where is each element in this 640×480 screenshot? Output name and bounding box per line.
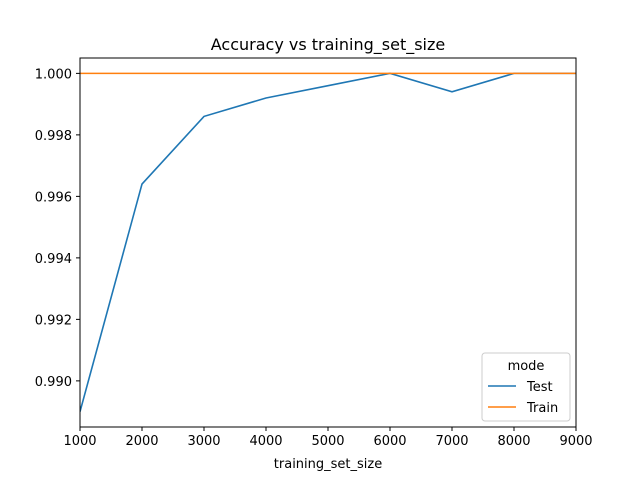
y-tick-label: 0.996	[35, 190, 72, 205]
y-tick-label: 0.994	[35, 252, 72, 267]
series-line-test	[80, 72, 576, 412]
legend-label-test: Test	[526, 380, 553, 395]
legend: mode Test Train	[481, 352, 571, 422]
x-axis: 1000 2000 3000 4000 5000 6000 7000 8000 9000	[63, 427, 593, 449]
series-layer	[80, 72, 576, 412]
x-tick-label: 2000	[125, 434, 158, 449]
legend-box	[481, 352, 571, 422]
chart-title: Accuracy vs training_set_size	[211, 35, 445, 55]
legend-entries: Test Train	[488, 380, 558, 416]
x-tick-label: 8000	[497, 434, 530, 449]
y-tick-label: 0.990	[35, 375, 72, 390]
x-tick-label: 1000	[63, 434, 96, 449]
x-axis-label: training_set_size	[274, 457, 382, 472]
y-tick-label: 0.998	[35, 129, 72, 144]
x-tick-label: 3000	[187, 434, 220, 449]
x-tick-label: 7000	[435, 434, 468, 449]
y-tick-label: 1.000	[35, 67, 72, 82]
y-axis: 0.990 0.992 0.994 0.996 0.998 1.000	[35, 67, 80, 390]
y-tick-label: 0.992	[35, 313, 72, 328]
x-tick-label: 9000	[559, 434, 592, 449]
x-tick-label: 4000	[249, 434, 282, 449]
legend-title: mode	[508, 359, 545, 374]
legend-label-train: Train	[526, 401, 558, 416]
x-tick-label: 6000	[373, 434, 406, 449]
x-tick-label: 5000	[311, 434, 344, 449]
